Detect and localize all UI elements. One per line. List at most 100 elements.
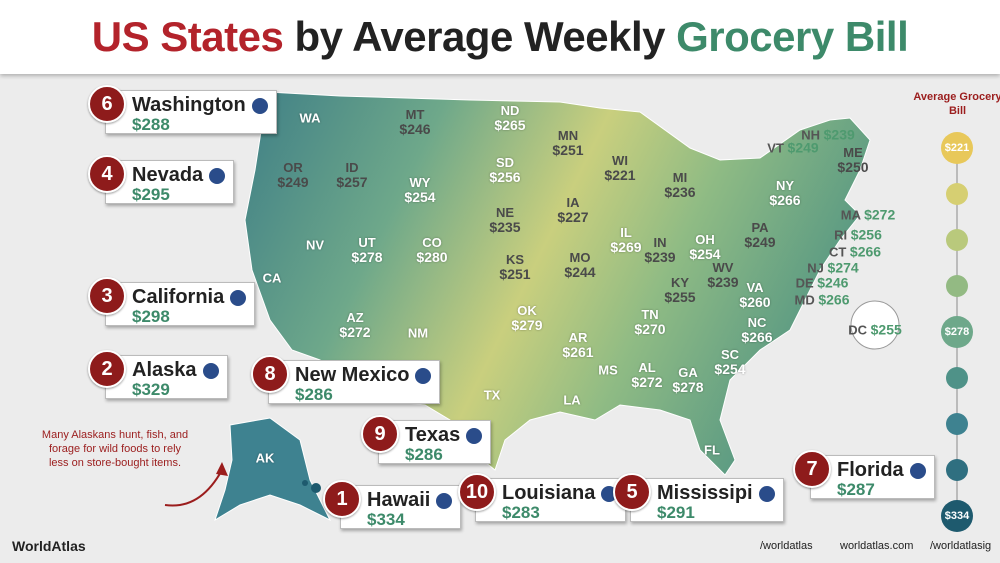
rank-badge: 5	[613, 473, 651, 511]
state-label: VA $260	[739, 280, 770, 310]
state-value: $278	[672, 379, 704, 395]
state-label: CO $280	[416, 235, 447, 265]
instagram[interactable]: /worldatlasig	[930, 540, 992, 552]
flag-icon	[466, 427, 483, 444]
state-label: MD $266	[794, 291, 850, 308]
dc-inset	[850, 300, 900, 350]
state-label: WI $221	[604, 153, 635, 183]
callout-name: Hawaii	[367, 489, 453, 511]
state-abbr: WI	[612, 153, 628, 168]
state-abbr: WY	[409, 175, 431, 190]
legend-swatch	[946, 459, 968, 481]
state-value: $221	[604, 167, 636, 183]
callout-value: $286	[405, 445, 443, 464]
state-value: $255	[664, 289, 696, 305]
state-value: $249	[787, 139, 819, 156]
state-label: AR $261	[562, 330, 593, 360]
state-abbr: MT	[405, 107, 425, 122]
flag-icon	[209, 167, 226, 184]
state-abbr: IN	[653, 235, 667, 250]
legend-title: Average Grocery Bill	[913, 91, 1000, 117]
state-abbr: NH	[801, 127, 820, 143]
state-abbr: GA	[678, 365, 698, 380]
state-label: IN $239	[644, 235, 675, 265]
state-abbr: CO	[422, 235, 442, 250]
callout: 2 Alaska $329	[88, 350, 228, 399]
callout-value: $329	[132, 380, 170, 399]
state-value: $274	[827, 259, 859, 276]
state-abbr: VA	[746, 280, 764, 295]
callout-name: Florida	[837, 459, 926, 481]
legend-swatch	[946, 275, 968, 297]
state-label: UT $278	[351, 235, 382, 265]
state-value: $239	[644, 249, 676, 265]
state-value: $260	[739, 294, 771, 310]
legend-swatch	[946, 183, 968, 205]
state-abbr: AZ	[346, 310, 364, 325]
state-abbr: NM	[407, 325, 429, 341]
state-label: ME $250	[837, 145, 868, 175]
rank-badge: 8	[251, 355, 289, 393]
state-abbr: RI	[834, 227, 848, 243]
state-value: $272	[339, 324, 371, 340]
state-abbr: MS	[598, 362, 618, 378]
legend-swatch	[946, 413, 968, 435]
state-abbr: NE	[495, 205, 515, 220]
callout-value: $288	[132, 115, 170, 134]
legend-swatch	[941, 132, 973, 164]
flag-icon	[251, 97, 268, 114]
callout-value: $298	[132, 307, 170, 326]
title-part: Grocery Bill	[676, 13, 909, 60]
state-abbr: KS	[505, 252, 525, 267]
state-abbr: NV	[305, 237, 325, 253]
state-label: OH $254	[689, 232, 720, 262]
state-name: Alaska	[132, 359, 197, 381]
state-abbr: ID	[345, 160, 359, 175]
legend-label: $278	[944, 326, 970, 338]
brand: WorldAtlas	[12, 538, 86, 554]
state-abbr: CT	[828, 244, 847, 260]
callout-name: Mississipi	[657, 482, 775, 504]
state-label: FL	[704, 443, 720, 458]
state-name: Louisiana	[502, 482, 596, 504]
facebook[interactable]: /worldatlas	[760, 540, 813, 552]
state-name: Texas	[405, 424, 461, 446]
state-label: OR $249	[277, 160, 308, 190]
callout-value: $283	[502, 503, 540, 522]
state-value: $265	[494, 117, 526, 133]
state-value: $257	[336, 174, 368, 190]
state-value: $246	[399, 121, 431, 137]
callout-name: Louisiana	[502, 482, 618, 504]
state-abbr: MD	[794, 292, 815, 308]
state-value: $280	[416, 249, 448, 265]
state-label: AZ $272	[339, 310, 370, 340]
state-label: OK $279	[511, 303, 542, 333]
callout-name: Washington	[132, 94, 268, 116]
state-value: $239	[707, 274, 739, 290]
state-abbr: KY	[670, 275, 690, 290]
website[interactable]: worldatlas.com	[840, 540, 914, 552]
state-label: WY $254	[404, 175, 435, 205]
state-value: $266	[818, 291, 850, 308]
state-name: Washington	[132, 94, 246, 116]
alaska-arrow	[164, 469, 223, 507]
state-value: $255	[870, 321, 902, 338]
state-value: $270	[634, 321, 666, 337]
state-label: AK	[256, 451, 275, 466]
title: US States by Average Weekly Grocery Bill	[0, 0, 1000, 74]
callout-value: $295	[132, 185, 170, 204]
state-value: $254	[404, 189, 436, 205]
callout: 9 Texas $286	[361, 415, 492, 464]
state-label: KY $255	[664, 275, 695, 305]
flag-icon	[202, 362, 219, 379]
state-label: MI $236	[664, 170, 695, 200]
state-value: $251	[552, 142, 584, 158]
callout: 7 Florida $287	[793, 450, 935, 499]
rank-badge: 4	[88, 155, 126, 193]
state-abbr: WA	[299, 110, 321, 126]
state-value: $250	[837, 159, 869, 175]
hawaii	[311, 483, 321, 493]
state-name: Mississipi	[657, 482, 753, 504]
callout-name: California	[132, 286, 247, 308]
state-label: NY $266	[769, 178, 800, 208]
